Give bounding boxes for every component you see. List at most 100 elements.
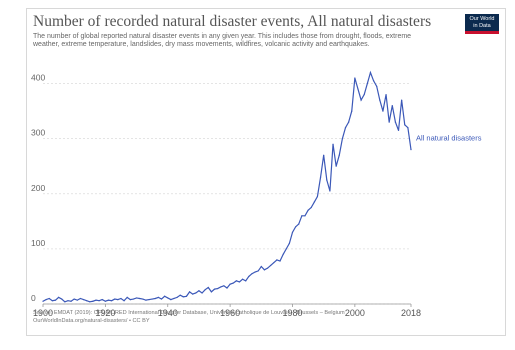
data-point-1923[interactable] [114,298,116,300]
data-point-1993[interactable] [332,143,334,145]
data-point-1920[interactable] [104,300,106,302]
data-point-1901[interactable] [45,298,47,301]
data-point-2009[interactable] [382,110,384,112]
data-point-1917[interactable] [95,299,97,301]
data-point-1943[interactable] [176,296,178,298]
data-point-1925[interactable] [120,297,122,300]
data-point-1984[interactable] [304,215,306,217]
data-point-1904[interactable] [54,299,57,301]
data-point-1900[interactable] [42,300,44,302]
data-point-1949[interactable] [195,292,197,294]
data-point-1930[interactable] [135,297,138,299]
data-point-1966[interactable] [248,275,250,278]
data-point-1937[interactable] [157,296,159,298]
data-point-1972[interactable] [266,267,269,269]
data-point-1992[interactable] [329,190,331,192]
data-point-1945[interactable] [182,296,184,298]
data-point-1922[interactable] [111,300,113,302]
data-point-1935[interactable] [151,298,153,300]
data-point-1989[interactable] [319,176,322,178]
data-point-1916[interactable] [92,300,94,302]
data-point-2003[interactable] [363,93,365,96]
source-line-2[interactable]: OurWorldInData.org/natural-disasters/ • … [33,318,150,324]
data-point-1961[interactable] [232,282,234,284]
data-point-1974[interactable] [273,262,275,264]
data-point-1947[interactable] [188,291,191,293]
data-point-1996[interactable] [341,138,343,140]
data-point-1959[interactable] [226,287,228,289]
data-point-1968[interactable] [254,271,256,273]
data-point-1911[interactable] [76,299,78,301]
data-point-1912[interactable] [79,297,82,300]
data-point-1926[interactable] [123,300,125,302]
data-point-2006[interactable] [372,80,375,82]
data-point-1950[interactable] [198,290,200,292]
data-point-2010[interactable] [385,93,387,96]
data-point-1983[interactable] [301,215,303,217]
data-point-1927[interactable] [126,296,128,298]
data-point-1905[interactable] [57,296,60,298]
data-point-1986[interactable] [310,206,312,209]
data-point-1939[interactable] [164,295,166,297]
data-point-1933[interactable] [145,299,147,301]
data-point-2012[interactable] [391,104,393,107]
data-point-2016[interactable] [404,124,406,126]
data-point-1931[interactable] [139,297,141,300]
data-point-1902[interactable] [48,297,50,300]
data-point-1951[interactable] [201,292,203,294]
data-point-1913[interactable] [82,298,85,301]
data-point-1999[interactable] [351,110,353,112]
data-point-1928[interactable] [129,298,131,301]
owid-logo[interactable]: Our World in Data [465,14,499,34]
data-point-1948[interactable] [192,293,194,295]
series-line-0[interactable] [42,70,412,303]
data-point-1938[interactable] [160,298,163,300]
data-point-1944[interactable] [179,294,181,296]
data-point-2000[interactable] [354,77,356,79]
data-point-1980[interactable] [291,231,294,233]
data-point-1909[interactable] [70,300,72,302]
data-point-1940[interactable] [167,297,169,299]
data-point-1977[interactable] [282,253,284,255]
data-point-1903[interactable] [51,300,53,302]
data-point-2005[interactable] [369,71,372,74]
data-point-1946[interactable] [185,295,188,297]
data-point-1962[interactable] [235,280,237,282]
data-point-2018[interactable] [410,149,412,151]
data-point-2002[interactable] [360,99,362,101]
data-point-1970[interactable] [260,265,262,268]
data-point-1958[interactable] [223,285,225,287]
data-point-1919[interactable] [101,298,103,301]
data-point-1985[interactable] [307,209,309,211]
data-point-1960[interactable] [229,283,231,285]
data-point-1921[interactable] [107,299,110,301]
data-point-1990[interactable] [323,154,325,156]
data-point-1952[interactable] [204,289,206,291]
data-point-1908[interactable] [67,300,69,302]
data-point-1976[interactable] [279,260,281,262]
data-point-1997[interactable] [344,127,347,129]
data-point-1965[interactable] [245,280,247,282]
data-point-1995[interactable] [338,154,340,156]
data-point-1954[interactable] [210,291,213,293]
data-point-2004[interactable] [366,82,368,85]
data-point-2001[interactable] [357,88,359,90]
data-point-1934[interactable] [148,298,150,301]
data-point-1906[interactable] [61,298,63,300]
data-point-2015[interactable] [401,99,403,101]
data-point-1994[interactable] [335,165,337,167]
data-point-1964[interactable] [241,278,244,280]
data-point-1907[interactable] [64,301,66,303]
data-point-2008[interactable] [379,99,381,101]
data-point-1991[interactable] [326,179,328,181]
data-point-2017[interactable] [407,127,409,129]
data-point-1971[interactable] [263,269,266,271]
data-point-1978[interactable] [285,248,287,250]
data-point-2011[interactable] [388,121,390,123]
data-point-1953[interactable] [207,286,209,289]
data-point-1942[interactable] [173,297,175,300]
data-point-1957[interactable] [220,286,222,288]
data-point-1982[interactable] [298,223,300,225]
data-point-1915[interactable] [89,301,91,303]
data-point-1956[interactable] [217,287,219,290]
